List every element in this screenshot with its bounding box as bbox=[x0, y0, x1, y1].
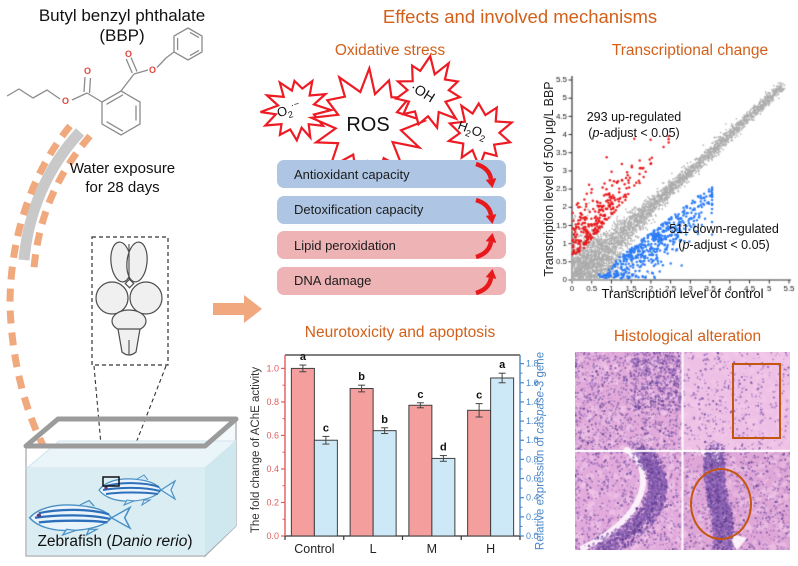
chart-text: c bbox=[323, 422, 329, 434]
chart-text: L bbox=[370, 542, 377, 556]
chart-text: 1.2 bbox=[526, 416, 539, 426]
svg-text:O: O bbox=[84, 66, 91, 76]
chart-text: 0.6 bbox=[526, 474, 539, 484]
histology-title: Histological alteration bbox=[613, 328, 762, 345]
bar bbox=[467, 409, 492, 537]
svg-text:O: O bbox=[149, 65, 156, 75]
chart-text: b bbox=[358, 371, 365, 383]
neurotoxicity-title: Neurotoxicity and apoptosis bbox=[304, 324, 496, 341]
chart-text: c bbox=[417, 389, 423, 401]
chart-text: 1.8 bbox=[526, 359, 539, 369]
ros-bursts bbox=[260, 53, 515, 186]
bar bbox=[490, 377, 515, 537]
scatter-x-label: Transcription level of control bbox=[601, 286, 764, 301]
mechanism-box-label: Antioxidant capacity bbox=[294, 166, 410, 182]
down-regulated-annotation: 511 down-regulated (p-adjust < 0.05) bbox=[669, 222, 779, 252]
mechanism-box-label: Lipid peroxidation bbox=[294, 237, 396, 253]
chart-text: c bbox=[476, 390, 482, 402]
up-regulated-annotation: 293 up-regulated (p-adjust < 0.05) bbox=[586, 110, 682, 140]
compound-abbr: (BBP) bbox=[99, 26, 145, 45]
chart-text: 0.8 bbox=[526, 454, 539, 464]
chart-text: 0.0 bbox=[266, 531, 279, 541]
mechanism-box: Detoxification capacity bbox=[277, 195, 506, 224]
oxidative-stress-title: Oxidative stress bbox=[334, 42, 446, 59]
chart-text: 0.2 bbox=[526, 512, 539, 522]
histology-image bbox=[575, 352, 790, 550]
trend-down-arrow-icon bbox=[475, 197, 497, 224]
chart-text: 0.8 bbox=[266, 397, 279, 407]
brain-location-marker bbox=[102, 476, 120, 487]
chart-text: 0.6 bbox=[266, 430, 279, 440]
chart-text: 1.4 bbox=[526, 397, 539, 407]
exposure-label-line1: Water exposure bbox=[69, 160, 176, 177]
chart-text: 0.4 bbox=[266, 464, 279, 474]
svg-text:O: O bbox=[62, 96, 69, 106]
chart-text: Control bbox=[294, 542, 334, 556]
histology-annotation-ellipse bbox=[690, 468, 752, 540]
trend-down-arrow-icon bbox=[475, 161, 497, 188]
trend-up-arrow-icon bbox=[475, 233, 497, 260]
exposure-label-line2: for 28 days bbox=[85, 179, 160, 196]
bar-right-axis-label: Relative expression of caspase-3 gene bbox=[534, 351, 547, 551]
chart-text: d bbox=[440, 442, 447, 454]
ros-label: ROS bbox=[346, 114, 390, 136]
mechanism-box-label: Detoxification capacity bbox=[294, 202, 424, 217]
scatter-plot-canvas bbox=[545, 58, 798, 320]
mechanism-box: Lipid peroxidation bbox=[277, 231, 506, 260]
chart-text: b bbox=[381, 414, 388, 426]
bar bbox=[408, 404, 433, 537]
chart-text: 1.6 bbox=[526, 378, 539, 388]
chart-text: 0.4 bbox=[526, 493, 539, 503]
transcriptional-change-title: Transcriptional change bbox=[611, 42, 769, 59]
mechanism-box-label: DNA damage bbox=[294, 273, 372, 288]
bbp-structure-drawing: O O O O bbox=[6, 27, 203, 136]
main-title: Effects and involved mechanisms bbox=[382, 6, 658, 27]
chart-text: 1.0 bbox=[526, 435, 539, 445]
histology-annotation-rect bbox=[732, 363, 781, 439]
trend-up-arrow-icon bbox=[475, 268, 497, 295]
chart-text: H bbox=[486, 542, 495, 556]
chart-text: M bbox=[427, 542, 437, 556]
bar bbox=[313, 439, 338, 537]
svg-text:O: O bbox=[125, 49, 132, 59]
scatter-y-label: Transcription level of 500 μg/L BBP bbox=[542, 81, 556, 277]
bar bbox=[290, 367, 315, 537]
bar-chart: 0.0 0.2 0.4 0.6 0.8 1.0 0.0 0.2 0.4 0.6 0.8 1.0 1.2 1… bbox=[266, 351, 539, 556]
chart-text: 0.2 bbox=[266, 497, 279, 507]
mechanism-box: DNA damage bbox=[277, 266, 506, 295]
bar-left-axis-label: The fold change of AChE activity bbox=[250, 366, 262, 534]
bar bbox=[431, 457, 456, 537]
bar bbox=[372, 430, 397, 537]
mechanism-box: Antioxidant capacity bbox=[277, 160, 506, 188]
fish-tank-drawing bbox=[23, 416, 239, 558]
mechanism-boxes: Antioxidant capacity Detoxification capac… bbox=[277, 160, 506, 302]
chart-text: 0.0 bbox=[526, 531, 539, 541]
brain-diagram-drawing bbox=[91, 236, 169, 480]
chart-text: a bbox=[300, 351, 307, 363]
flow-arrow bbox=[213, 295, 262, 323]
superoxide-burst bbox=[260, 78, 335, 143]
bar bbox=[349, 388, 374, 537]
chart-text: a bbox=[499, 359, 506, 371]
hydroxyl-burst bbox=[393, 53, 463, 131]
compound-title: Butyl benzyl phthalate bbox=[38, 6, 206, 25]
tank-label: Zebrafish (Danio rerio) bbox=[37, 533, 193, 550]
chart-text: 1.0 bbox=[266, 363, 279, 373]
